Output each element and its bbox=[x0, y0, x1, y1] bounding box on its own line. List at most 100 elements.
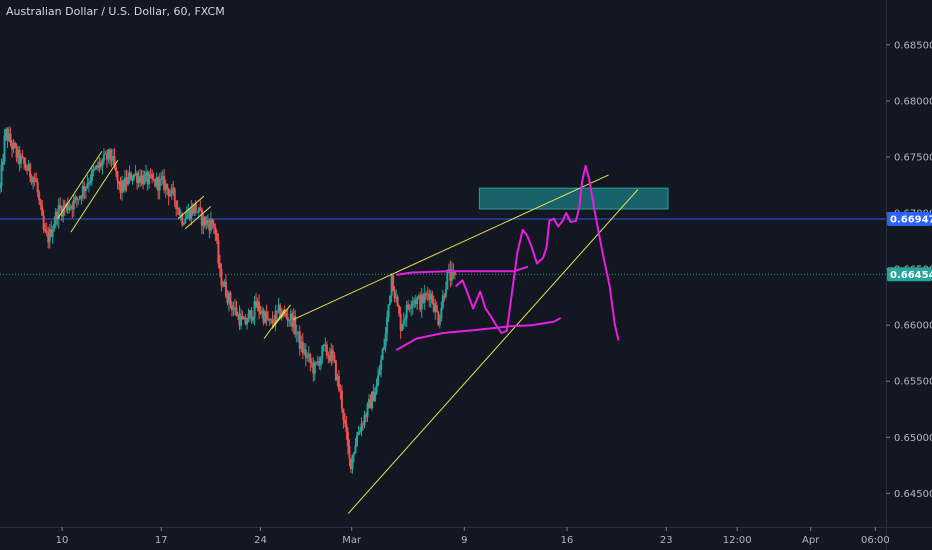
candle-body bbox=[261, 310, 264, 314]
candle-body bbox=[375, 385, 378, 394]
candle-body bbox=[405, 304, 408, 319]
candle-body bbox=[205, 220, 208, 226]
candle-body bbox=[206, 220, 209, 224]
projection-drawing bbox=[455, 164, 620, 341]
candle-body bbox=[93, 168, 96, 170]
x-tick-label: Apr bbox=[802, 535, 820, 546]
price-tag bbox=[887, 267, 932, 282]
candle-body bbox=[426, 293, 429, 295]
candle-body bbox=[232, 308, 235, 311]
y-tick-label: 0.65000 bbox=[894, 433, 932, 444]
candle-body bbox=[258, 301, 261, 312]
candle-body bbox=[77, 199, 80, 201]
candle-body bbox=[175, 200, 178, 209]
candle-body bbox=[343, 419, 346, 424]
candle-body bbox=[47, 232, 50, 243]
candle-body bbox=[53, 224, 56, 230]
candle-body bbox=[208, 223, 211, 231]
candle-body bbox=[181, 214, 184, 225]
candle-body bbox=[14, 142, 17, 147]
candle-body bbox=[78, 195, 81, 200]
candle-body bbox=[289, 313, 292, 321]
candle-body bbox=[227, 292, 230, 303]
candle-body bbox=[325, 344, 328, 356]
candle-body bbox=[71, 206, 74, 210]
candle-body bbox=[243, 317, 246, 320]
candle-body bbox=[90, 170, 93, 182]
candle-body bbox=[324, 344, 327, 346]
candle-body bbox=[336, 376, 339, 381]
candle-body bbox=[440, 308, 443, 320]
candle-body bbox=[87, 182, 90, 184]
trend-line bbox=[57, 151, 103, 219]
candle-body bbox=[315, 362, 318, 364]
candle-body bbox=[235, 307, 238, 316]
candle-body bbox=[413, 300, 416, 302]
candle-body bbox=[401, 324, 404, 331]
candle-body bbox=[410, 306, 413, 309]
candle-body bbox=[169, 193, 172, 197]
candle-body bbox=[453, 272, 456, 275]
candle-body bbox=[285, 312, 288, 317]
trend-line bbox=[271, 304, 292, 329]
candle-body bbox=[307, 354, 310, 356]
candle-body bbox=[42, 215, 45, 230]
candle-body bbox=[358, 431, 361, 433]
candle-body bbox=[357, 432, 360, 436]
candle-body bbox=[68, 207, 71, 211]
candle-body bbox=[241, 315, 244, 320]
candle-body bbox=[127, 176, 130, 185]
candle-body bbox=[17, 150, 20, 158]
candle-body bbox=[102, 154, 105, 161]
candle-body bbox=[312, 363, 315, 374]
candle-body bbox=[265, 311, 268, 319]
candle-body bbox=[75, 197, 78, 200]
candle-body bbox=[259, 311, 262, 314]
y-tick-label: 0.64500 bbox=[894, 489, 932, 500]
candle-body bbox=[328, 355, 331, 361]
candle-body bbox=[279, 304, 282, 318]
candle-body bbox=[66, 203, 69, 211]
candle-body bbox=[157, 177, 160, 191]
candle-body bbox=[246, 322, 249, 325]
candle-body bbox=[380, 359, 383, 371]
candle-body bbox=[348, 446, 351, 459]
candle-body bbox=[255, 301, 258, 308]
candle-body bbox=[203, 216, 206, 226]
price-tag-label: 0.66947 bbox=[890, 214, 932, 225]
candle-body bbox=[327, 355, 330, 357]
candle-body bbox=[59, 205, 62, 209]
candle-body bbox=[319, 357, 322, 366]
candle-body bbox=[56, 211, 59, 220]
candle-body bbox=[337, 376, 340, 390]
candle-body bbox=[239, 315, 242, 326]
x-tick-label: 9 bbox=[461, 535, 467, 546]
candle-body bbox=[190, 207, 193, 220]
candle-body bbox=[404, 318, 407, 321]
candle-body bbox=[187, 209, 190, 215]
candle-body bbox=[398, 306, 401, 314]
candle-body bbox=[209, 219, 212, 231]
candle-body bbox=[238, 314, 241, 326]
candle-body bbox=[30, 176, 33, 183]
candle-body bbox=[29, 163, 32, 177]
candle-body bbox=[51, 229, 54, 237]
candle-body bbox=[161, 176, 164, 179]
candle-body bbox=[273, 322, 276, 324]
candle-body bbox=[57, 205, 60, 220]
candle-body bbox=[130, 172, 133, 181]
candle-body bbox=[179, 214, 182, 216]
candle-body bbox=[244, 317, 247, 325]
candle-body bbox=[116, 171, 119, 182]
candle-body bbox=[121, 180, 124, 193]
candle-body bbox=[160, 178, 163, 180]
candle-body bbox=[148, 174, 151, 185]
y-tick-label: 0.68500 bbox=[894, 40, 932, 51]
candle-body bbox=[8, 133, 11, 141]
candle-body bbox=[45, 231, 48, 233]
candle-body bbox=[429, 293, 432, 300]
candle-body bbox=[84, 186, 87, 191]
candle-body bbox=[185, 214, 188, 219]
